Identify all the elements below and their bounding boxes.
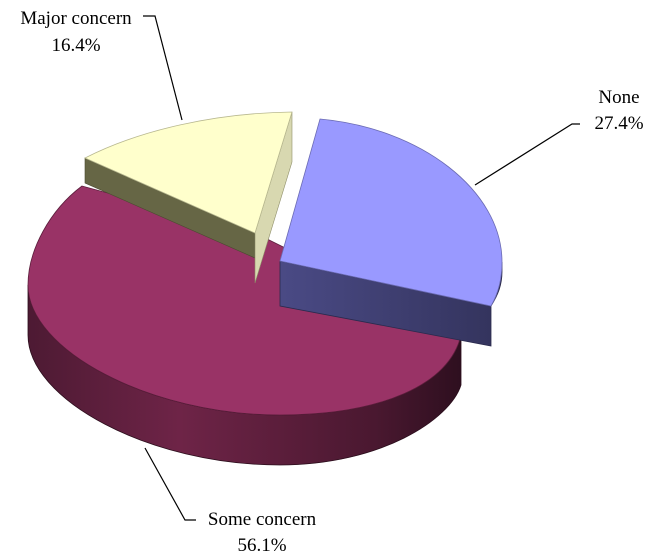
slice-label-some-concern: Some concern	[208, 509, 317, 530]
leader-line-none	[474, 123, 580, 186]
data-label-major-concern: Major concern 16.4%	[20, 8, 132, 56]
data-label-some-concern: Some concern 56.1%	[208, 509, 317, 552]
slice-value-some-concern: 56.1%	[237, 535, 286, 552]
slice-major-concern-top	[84, 111, 293, 234]
slice-none	[279, 118, 503, 347]
data-label-none: None 27.4%	[594, 87, 643, 134]
slice-none-top	[279, 118, 503, 307]
leader-line-major-concern	[143, 15, 183, 121]
slice-label-none: None	[598, 87, 639, 108]
slice-major-concern	[84, 111, 293, 284]
slice-value-major-concern: 16.4%	[51, 35, 100, 56]
slice-label-major-concern: Major concern	[20, 8, 132, 29]
leader-line-some-concern	[144, 447, 196, 521]
slice-some-concern	[27, 185, 462, 466]
slice-value-none: 27.4%	[594, 113, 643, 134]
slice-some-concern-top	[27, 185, 462, 416]
